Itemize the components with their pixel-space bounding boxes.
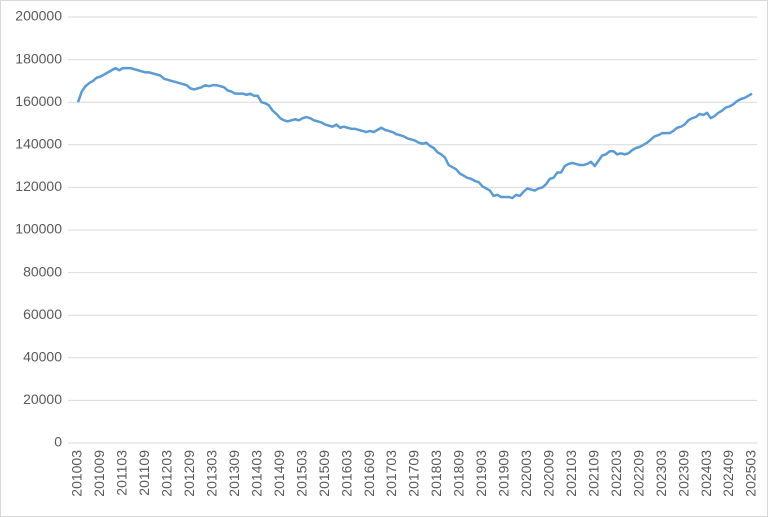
- x-tick-label: 201303: [204, 450, 220, 497]
- y-tick-label: 40000: [23, 349, 62, 365]
- x-tick-label: 202409: [720, 450, 736, 497]
- x-tick-label: 201409: [271, 450, 287, 497]
- x-tick-label: 202203: [608, 450, 624, 497]
- y-tick-label: 80000: [23, 263, 62, 279]
- x-tick-label: 202303: [653, 450, 669, 497]
- x-tick-label: 201309: [226, 450, 242, 497]
- x-tick-label: 201703: [383, 450, 399, 497]
- x-tick-label: 202503: [743, 450, 759, 497]
- y-tick-label: 60000: [23, 306, 62, 322]
- y-tick-label: 20000: [23, 391, 62, 407]
- x-tick-label: 201809: [451, 450, 467, 497]
- x-tick-label: 202209: [630, 450, 646, 497]
- data-line: [76, 66, 753, 200]
- x-tick-label: 202009: [541, 450, 557, 497]
- y-tick-label: 0: [54, 434, 62, 450]
- x-tick-label: 202109: [585, 450, 601, 497]
- y-tick-label: 120000: [15, 178, 62, 194]
- x-tick-label: 201109: [136, 450, 152, 496]
- x-tick-label: 201709: [406, 450, 422, 497]
- y-tick-label: 200000: [15, 8, 62, 24]
- x-tick-label: 201503: [293, 450, 309, 497]
- x-tick-label: 201909: [496, 450, 512, 497]
- x-tick-label: 201209: [181, 450, 197, 497]
- x-tick-label: 201903: [473, 450, 489, 497]
- x-tick-label: 202309: [675, 450, 691, 497]
- y-tick-label: 100000: [15, 221, 62, 237]
- x-tick-label: 201609: [361, 450, 377, 497]
- y-tick-label: 180000: [15, 50, 62, 66]
- x-tick-label: 202403: [698, 450, 714, 497]
- x-tick-label: 201009: [91, 450, 107, 497]
- x-tick-label: 201603: [338, 450, 354, 497]
- x-tick-label: 201403: [248, 450, 264, 497]
- x-tick-label: 202103: [563, 450, 579, 497]
- x-tick-label: 201003: [69, 450, 85, 497]
- x-tick-label: 201103: [114, 450, 130, 496]
- x-tick-label: 201509: [316, 450, 332, 497]
- x-tick-label: 201203: [159, 450, 175, 497]
- x-tick-label: 202003: [518, 450, 534, 497]
- y-tick-label: 160000: [15, 93, 62, 109]
- y-tick-label: 140000: [15, 136, 62, 152]
- x-tick-label: 201803: [428, 450, 444, 497]
